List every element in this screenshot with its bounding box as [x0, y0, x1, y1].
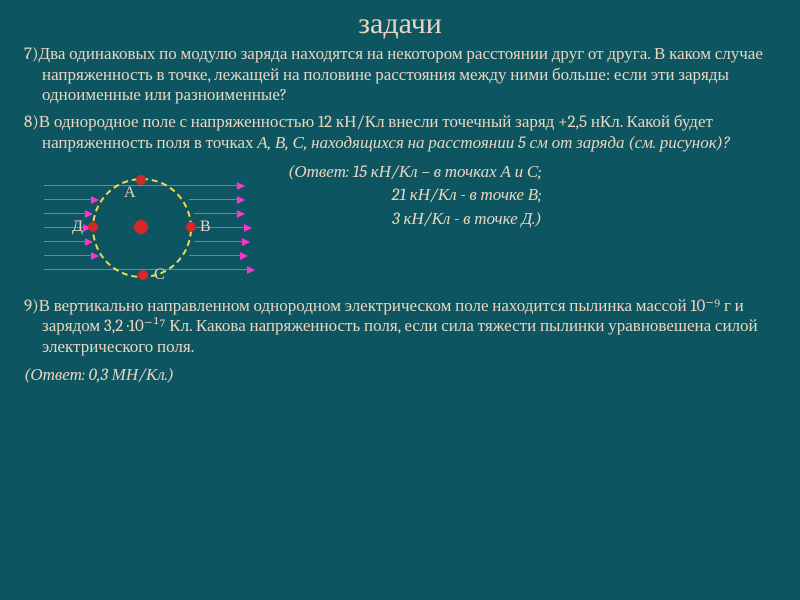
answer-line-1: (Ответ: 15 кН/Кл – в точках А и С; — [288, 161, 542, 185]
label-a: А — [124, 183, 136, 202]
field-line — [189, 255, 247, 256]
answer-line-2: 21 кН/Кл - в точке В; — [288, 184, 542, 208]
field-line — [44, 255, 98, 256]
field-line — [189, 199, 244, 200]
label-d: Д — [72, 217, 83, 236]
problem-8-row: А В С Д (Ответ: 15 кН/Кл – в точках А и … — [44, 161, 776, 291]
problem-9: 9)В вертикально направленном однородном … — [24, 297, 776, 359]
field-line — [44, 213, 92, 214]
problem-9-text: В вертикально направленном однородном эл… — [39, 297, 758, 357]
field-line — [194, 241, 249, 242]
field-line — [194, 213, 244, 214]
problem-8-text-italic: А, В, С, находящихся на расстоянии 5 см … — [257, 134, 730, 153]
point-b — [186, 222, 196, 232]
field-line — [44, 199, 98, 200]
problem-8-number: 8) — [24, 113, 39, 132]
answer-line-3: 3 кН/Кл - в точке Д.) — [288, 208, 542, 232]
field-line — [44, 241, 92, 242]
problem-7: 7)Два одинаковых по модулю заряда находя… — [24, 45, 776, 107]
label-c: С — [154, 265, 165, 284]
problem-7-number: 7) — [24, 45, 38, 64]
problem-8: 8)В однородное поле с напряженностью 12 … — [24, 113, 776, 154]
problem-9-number: 9) — [24, 297, 39, 316]
problem-8-answers: (Ответ: 15 кН/Кл – в точках А и С; 21 кН… — [254, 161, 542, 232]
point-d — [88, 222, 98, 232]
problem-9-answer: (Ответ: 0,3 МН/Кл.) — [24, 365, 776, 385]
problem-7-text: Два одинаковых по модулю заряда находятс… — [38, 45, 762, 105]
slide-title: задачи — [24, 6, 776, 41]
field-line — [44, 227, 90, 228]
point-a — [136, 175, 146, 185]
point-c — [138, 270, 148, 280]
label-b: В — [200, 217, 211, 236]
field-figure: А В С Д — [44, 161, 254, 291]
point-center — [134, 220, 148, 234]
